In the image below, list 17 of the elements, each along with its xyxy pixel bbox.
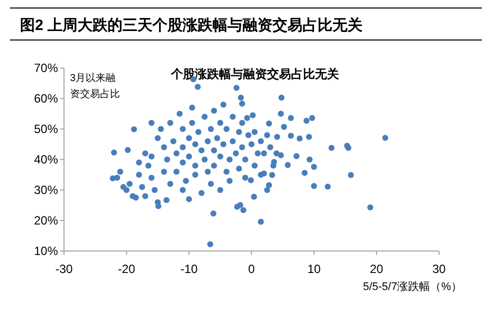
x-axis-title: 5/5-5/7涨跌幅（%） [362, 281, 462, 293]
x-tick-label: 0 [248, 262, 256, 276]
x-tick-label: 20 [370, 262, 384, 276]
ylabel: 3月以来融资交易占比 [70, 73, 120, 100]
y-tick-label: 70% [34, 61, 58, 75]
y-tick-label: 40% [34, 152, 58, 166]
y-tick-label: 30% [34, 183, 58, 197]
x-tick-label: 30 [432, 262, 446, 276]
y-tick-label: 60% [34, 92, 58, 106]
x-tick-label: 10 [307, 262, 321, 276]
y-tick-label: 20% [34, 214, 58, 228]
x-tick-label: -30 [55, 262, 73, 276]
y-tick-label: 10% [34, 244, 58, 258]
x-tick-label: -10 [180, 262, 198, 276]
x-tick-label: -20 [118, 262, 136, 276]
chart-title: 图2 上周大跌的三天个股涨跌幅与融资交易占比无关 [20, 16, 363, 34]
y-tick-label: 50% [34, 122, 58, 136]
